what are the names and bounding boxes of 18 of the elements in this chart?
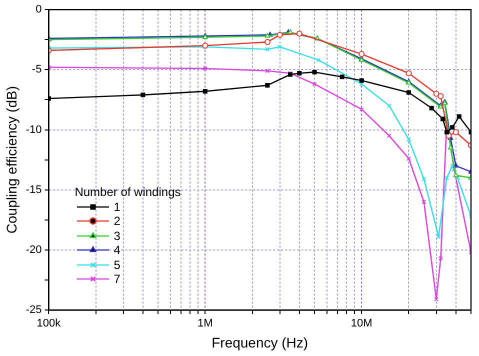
y-tick-label: 0 (36, 4, 42, 16)
y-tick-label: -25 (26, 304, 42, 316)
x-tick-label: 100k (36, 318, 62, 330)
y-tick-label: -15 (26, 184, 42, 196)
legend-label: 1 (114, 200, 120, 214)
y-tick-label: -5 (32, 64, 42, 76)
y-tick-label: -20 (26, 244, 42, 256)
y-axis-title: Coupling efficiency (dB) (3, 86, 20, 234)
legend-label: 7 (114, 272, 120, 286)
legend-label: 5 (114, 258, 120, 272)
x-tick-label: 10M (350, 318, 372, 330)
legend-label: 4 (114, 243, 120, 258)
x-axis-title: Frequency (Hz) (212, 334, 308, 350)
legend-title: Number of windings (74, 185, 181, 200)
legend-label: 3 (114, 228, 120, 243)
legend-label: 2 (114, 214, 120, 228)
x-tick-label: 1M (198, 318, 213, 330)
y-tick-label: -10 (26, 124, 42, 136)
